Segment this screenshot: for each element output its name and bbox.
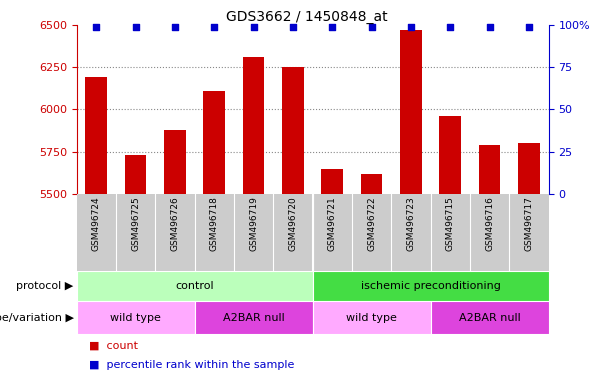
Bar [440,116,461,194]
Bar [313,271,549,301]
Point [327,23,337,30]
Point [406,23,416,30]
Point [249,23,259,30]
Text: GSM496721: GSM496721 [328,196,337,251]
Text: wild type: wild type [110,313,161,323]
Text: genotype/variation ▶: genotype/variation ▶ [0,313,74,323]
Text: ■  percentile rank within the sample: ■ percentile rank within the sample [89,360,294,370]
Text: A2BAR null: A2BAR null [459,313,520,323]
Text: ■  count: ■ count [89,341,138,351]
Text: GSM496726: GSM496726 [170,196,180,251]
Text: GSM496717: GSM496717 [525,196,533,251]
Point [131,23,140,30]
Point [170,23,180,30]
Bar [125,155,147,194]
Text: GDS3662 / 1450848_at: GDS3662 / 1450848_at [226,10,387,23]
Bar [321,169,343,194]
Text: GSM496720: GSM496720 [289,196,297,251]
Text: GSM496725: GSM496725 [131,196,140,251]
Text: protocol ▶: protocol ▶ [17,281,74,291]
Bar [164,130,186,194]
Text: ischemic preconditioning: ischemic preconditioning [360,281,501,291]
Point [446,23,455,30]
Bar [194,301,313,334]
Text: control: control [175,281,214,291]
Point [210,23,219,30]
Text: GSM496719: GSM496719 [249,196,258,251]
Bar [518,143,540,194]
Point [524,23,534,30]
Text: GSM496722: GSM496722 [367,196,376,251]
Text: GSM496724: GSM496724 [92,196,101,251]
Text: GSM496715: GSM496715 [446,196,455,251]
Bar [400,30,422,194]
Bar [479,145,500,194]
Bar [313,301,430,334]
Point [91,23,101,30]
Text: GSM496723: GSM496723 [406,196,416,251]
Point [288,23,298,30]
Bar [361,174,383,194]
Text: A2BAR null: A2BAR null [223,313,284,323]
Text: wild type: wild type [346,313,397,323]
Point [367,23,376,30]
Bar [430,301,549,334]
Text: GSM496718: GSM496718 [210,196,219,251]
Bar [77,271,313,301]
Text: GSM496716: GSM496716 [485,196,494,251]
Bar [77,301,195,334]
Bar [243,57,264,194]
Bar [204,91,225,194]
Bar [85,77,107,194]
Bar [282,67,304,194]
Point [485,23,495,30]
